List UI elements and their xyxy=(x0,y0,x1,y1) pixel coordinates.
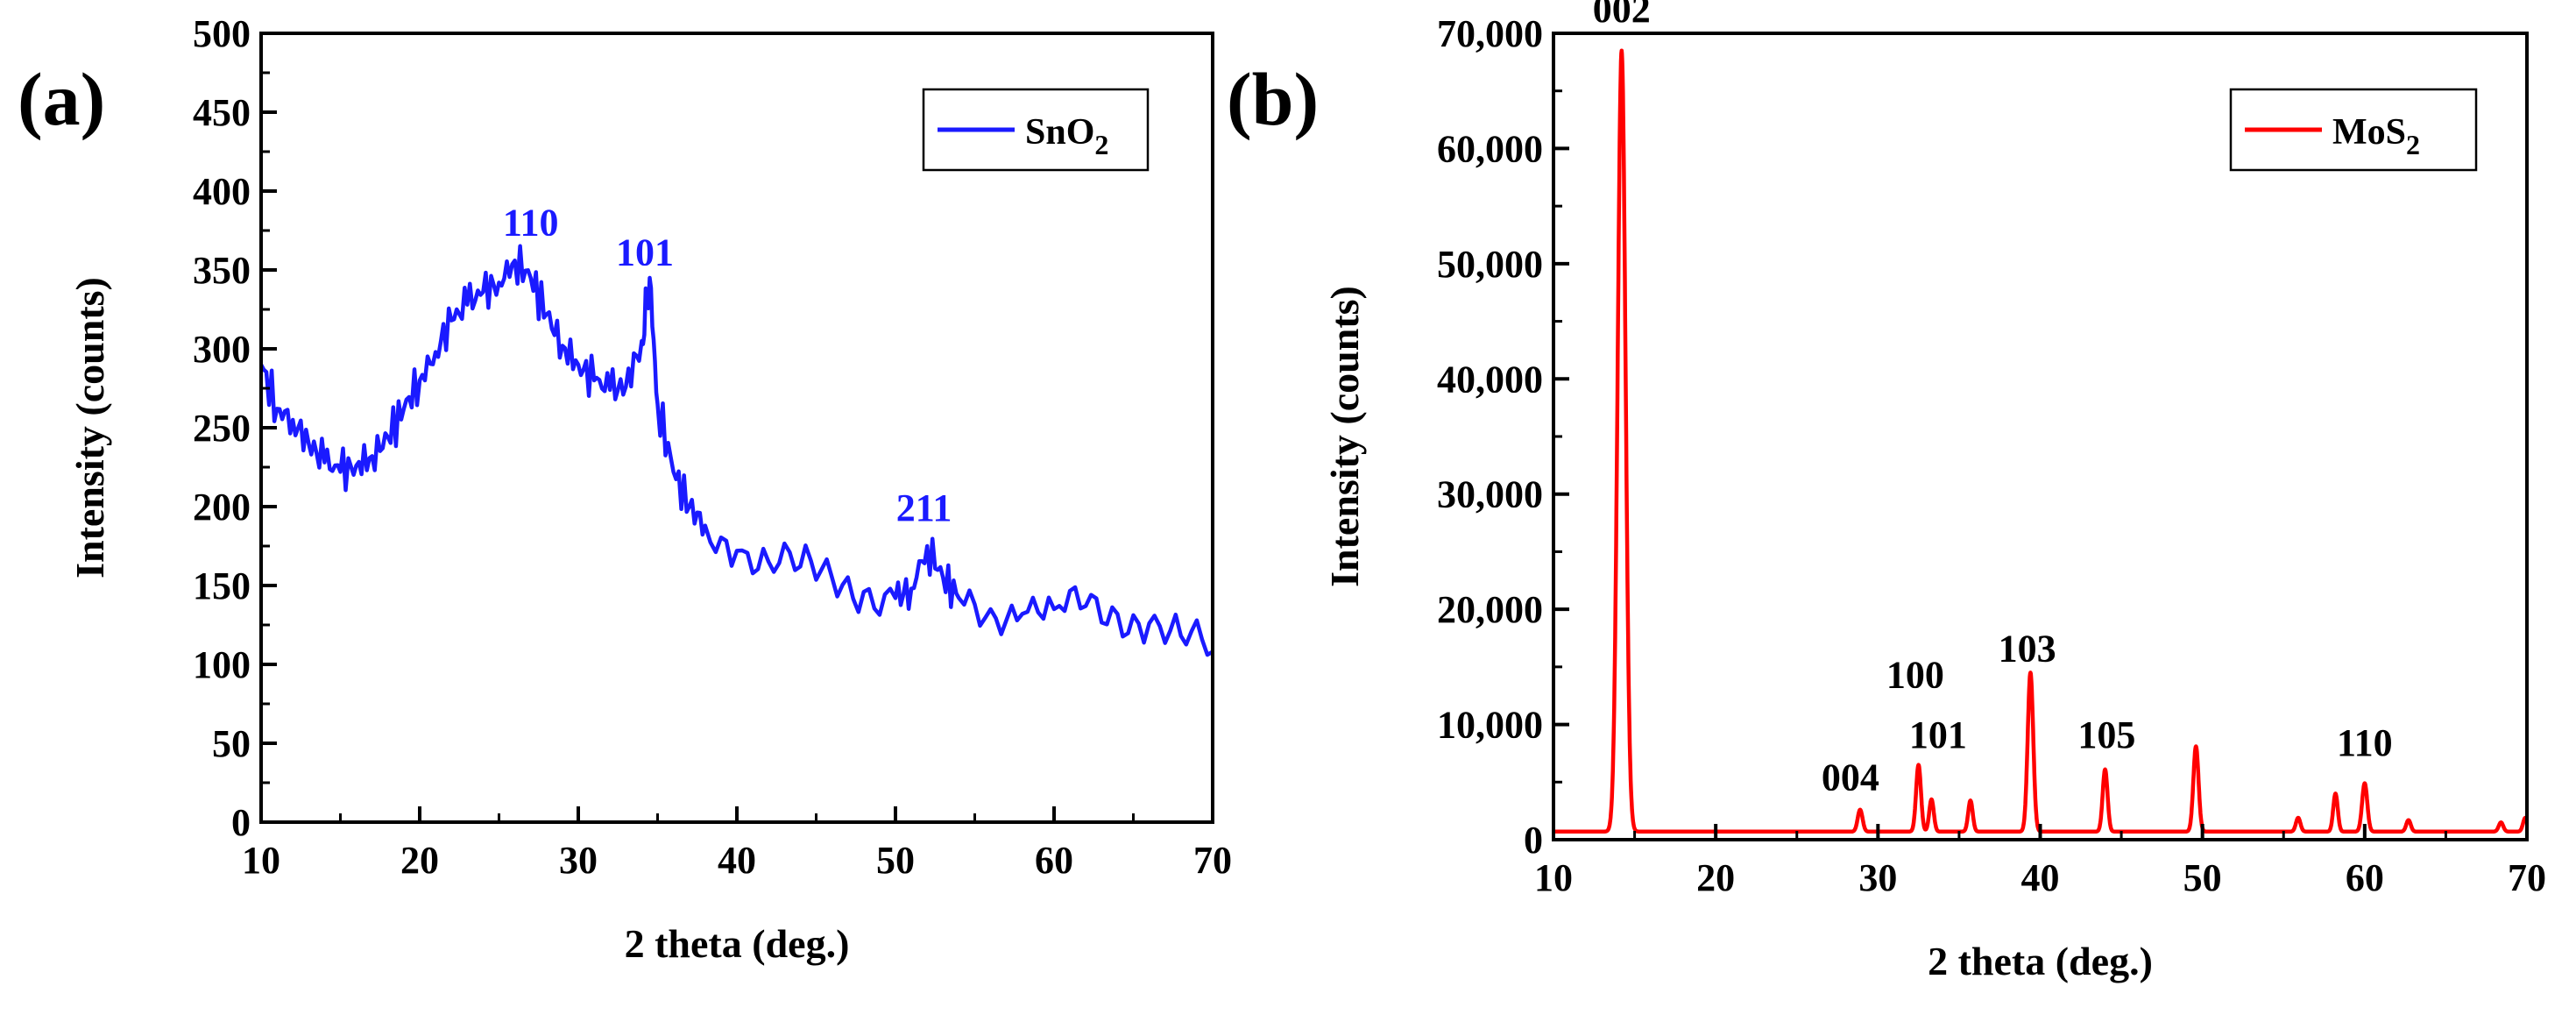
y-tick-label: 0 xyxy=(1524,819,1543,862)
x-tick-label: 40 xyxy=(718,839,756,882)
y-tick-label: 0 xyxy=(231,801,251,844)
series-line-sno2 xyxy=(259,244,1214,657)
chart-mos2: 10 20 30 40 50 60 70 0 10,000 20,000 30,000 40,000 5… xyxy=(1322,0,2546,983)
peak-label: 101 xyxy=(1909,713,1967,756)
panel-b-label: (b) xyxy=(1227,57,1319,141)
x-tick-label: 30 xyxy=(559,839,598,882)
peak-label: 103 xyxy=(1999,627,2056,670)
legend-label: SnO2 xyxy=(1025,112,1108,160)
x-tick-label: 40 xyxy=(2021,856,2060,899)
peak-label: 004 xyxy=(1822,756,1879,798)
y-tick-label: 150 xyxy=(193,564,251,607)
y-tick-label: 40,000 xyxy=(1437,358,1543,401)
legend-label-subscript: 2 xyxy=(1094,129,1108,160)
y-tick-label: 100 xyxy=(193,643,251,686)
y-tick-label: 500 xyxy=(193,12,251,55)
panel-a-label: (a) xyxy=(18,57,105,141)
x-tick-label: 20 xyxy=(1696,856,1735,899)
y-tick-label: 200 xyxy=(193,486,251,529)
y-tick-label: 50 xyxy=(212,722,251,765)
legend-label-main: SnO xyxy=(1025,112,1094,153)
peak-label: 101 xyxy=(616,231,674,274)
x-axis-label: 2 theta (deg.) xyxy=(1928,939,2153,983)
x-axis-label: 2 theta (deg.) xyxy=(625,921,850,966)
y-tick-label: 350 xyxy=(193,249,251,292)
legend-label-subscript: 2 xyxy=(2406,129,2420,160)
peak-label: 100 xyxy=(1886,654,1944,697)
x-tick-label: 10 xyxy=(1534,856,1573,899)
y-tick-label: 300 xyxy=(193,328,251,371)
x-tick-label: 70 xyxy=(1193,839,1232,882)
chart-sno2: 10 20 30 40 50 60 70 0 50 100 150 200 250 300 350 400 45… xyxy=(67,12,1232,966)
legend-label: MoS2 xyxy=(2332,112,2420,160)
y-tick-label: 250 xyxy=(193,407,251,450)
y-tick-label: 20,000 xyxy=(1437,588,1543,631)
y-axis-label: Intensity (counts) xyxy=(1322,286,1367,587)
legend-label-main: MoS xyxy=(2332,112,2406,153)
peak-label: 110 xyxy=(2337,721,2393,764)
x-tick-label: 60 xyxy=(2346,856,2384,899)
x-tick-label: 10 xyxy=(242,839,280,882)
peak-label: 002 xyxy=(1593,0,1651,31)
y-tick-label: 10,000 xyxy=(1437,704,1543,747)
y-axis-label: Intensity (counts) xyxy=(67,277,112,578)
y-tick-label: 30,000 xyxy=(1437,473,1543,516)
peak-label: 110 xyxy=(503,201,559,244)
x-tick-label: 50 xyxy=(2183,856,2222,899)
peak-label: 211 xyxy=(896,486,952,529)
x-tick-label: 30 xyxy=(1858,856,1897,899)
x-tick-label: 70 xyxy=(2508,856,2546,899)
x-tick-label: 60 xyxy=(1035,839,1073,882)
y-tick-label: 400 xyxy=(193,170,251,213)
peak-label: 105 xyxy=(2077,713,2135,756)
x-tick-label: 20 xyxy=(400,839,439,882)
legend-box xyxy=(922,88,1150,172)
x-tick-label: 50 xyxy=(876,839,915,882)
y-tick-label: 70,000 xyxy=(1437,12,1543,55)
y-tick-label: 450 xyxy=(193,91,251,134)
y-tick-label: 50,000 xyxy=(1437,243,1543,286)
y-tick-label: 60,000 xyxy=(1437,127,1543,170)
